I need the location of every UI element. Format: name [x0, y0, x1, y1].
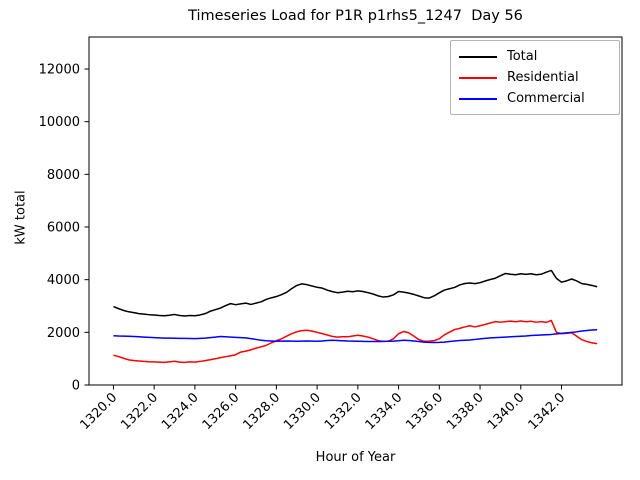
legend-label: Residential [507, 70, 579, 85]
x-tick-label: 1328.0 [240, 390, 283, 433]
legend-item-total: Total [459, 46, 611, 67]
x-tick-label: 1340.0 [485, 390, 528, 433]
x-tick-label: 1332.0 [322, 390, 365, 433]
x-tick-label: 1338.0 [444, 390, 487, 433]
series-line-commercial [113, 328, 598, 344]
legend-label: Commercial [507, 91, 585, 106]
x-tick-label: 1342.0 [526, 390, 569, 433]
x-tick-label: 1326.0 [200, 390, 243, 433]
x-tick-label: 1324.0 [159, 390, 202, 433]
x-tick-label: 1322.0 [118, 390, 161, 433]
y-tick-label: 0 [72, 379, 80, 394]
x-axis-label: Hour of Year [315, 450, 396, 465]
series-line-residential [113, 319, 598, 364]
x-tick-label: 1320.0 [77, 390, 120, 433]
y-tick-label: 10000 [39, 115, 80, 130]
legend-line-swatch [459, 97, 497, 100]
legend-item-commercial: Commercial [459, 88, 611, 109]
legend-label: Total [507, 49, 538, 64]
x-tick-label: 1330.0 [281, 390, 324, 433]
legend: Total Residential Commercial [450, 40, 620, 115]
y-axis-label: kW total [13, 190, 29, 245]
y-tick-label: 6000 [47, 220, 80, 235]
y-tick-label: 4000 [47, 273, 80, 288]
y-tick-label: 8000 [47, 168, 80, 183]
legend-item-residential: Residential [459, 67, 611, 88]
x-tick-label: 1334.0 [363, 390, 406, 433]
legend-line-swatch [459, 55, 497, 58]
plot-area [88, 36, 623, 386]
legend-line-swatch [459, 76, 497, 79]
x-tick-label: 1336.0 [403, 390, 446, 433]
y-tick-label: 2000 [47, 326, 80, 341]
series-line-total [113, 269, 598, 317]
chart-title: Timeseries Load for P1R p1rhs5_1247 Day … [188, 8, 523, 24]
y-tick-label: 12000 [39, 62, 80, 77]
